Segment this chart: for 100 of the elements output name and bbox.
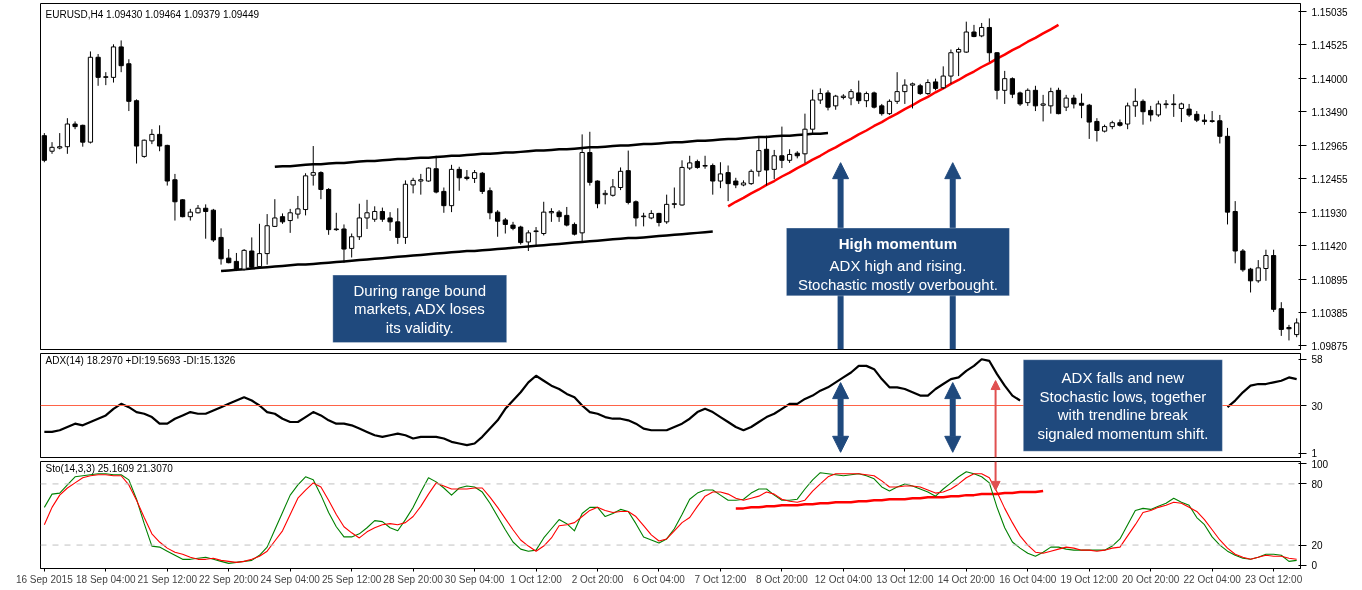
candlestick — [1002, 70, 1008, 105]
text: EURUSD,H4 1.09430 1.09464 1.09379 1.09449 — [45, 8, 260, 20]
y-tick-label: 1.14525 — [1311, 39, 1349, 51]
candlestick — [1086, 103, 1092, 140]
y-tick-label: 1 — [1311, 448, 1318, 460]
candlestick — [487, 187, 493, 220]
candlestick — [479, 171, 485, 195]
candlestick — [295, 195, 301, 220]
candlestick — [825, 89, 831, 111]
candlestick — [610, 178, 616, 198]
candlestick — [333, 212, 339, 232]
candlestick — [717, 161, 724, 189]
candlestick — [410, 177, 416, 194]
candlestick — [971, 24, 977, 38]
x-tick-label: 19 Oct 12:00 — [1060, 573, 1119, 585]
candlestick — [1040, 94, 1046, 122]
candlestick — [1009, 76, 1015, 99]
candlestick — [441, 187, 447, 214]
x-tick-label: 24 Sep 04:00 — [260, 573, 321, 585]
candlestick — [702, 155, 708, 170]
x-tick-label: 18 Sep 04:00 — [76, 573, 136, 585]
line-series — [734, 489, 1045, 510]
candlestick — [556, 209, 562, 223]
y-tick-label: 100 — [1311, 458, 1329, 470]
x-tick-label: 23 Oct 12:00 — [1244, 573, 1303, 585]
x-tick-label: 28 Sep 20:00 — [383, 573, 444, 585]
x-tick-label: 8 Oct 20:00 — [756, 573, 809, 585]
candlestick — [594, 179, 601, 209]
candlestick — [1078, 93, 1085, 119]
x-tick-label: 21 Sep 12:00 — [137, 573, 198, 585]
candlestick — [1125, 102, 1131, 130]
chart-title: Sto(14,3,3) 25.1609 21.3070 — [45, 463, 174, 475]
candlestick — [848, 88, 854, 106]
candlestick — [894, 71, 900, 105]
candlestick — [541, 201, 547, 236]
candlestick — [1240, 248, 1246, 273]
candlestick — [49, 141, 55, 155]
candlestick — [118, 39, 124, 73]
x-tick-label: 1 Oct 12:00 — [510, 573, 563, 585]
x-tick-label: 2 Oct 20:00 — [571, 573, 624, 585]
x-tick-label: 20 Oct 20:00 — [1122, 573, 1180, 585]
candlestick — [963, 21, 969, 54]
candlestick — [909, 82, 916, 109]
annotation: During range bound markets, ADX loses its validity. — [353, 281, 487, 337]
candlestick — [456, 166, 462, 192]
y-tick-label: 1.13490 — [1311, 106, 1349, 118]
candlestick — [364, 199, 370, 230]
y-tick-label: 1.14000 — [1311, 73, 1349, 85]
y-tick-label: 1.15035 — [1311, 6, 1349, 18]
candlestick — [956, 47, 962, 77]
y-tick-label: 1.12455 — [1311, 173, 1349, 185]
x-tick-label: 22 Sep 20:00 — [198, 573, 259, 585]
candlestick — [1263, 249, 1269, 282]
candlestick — [356, 203, 362, 241]
candlestick — [1032, 85, 1039, 112]
y-tick-label: 1.11420 — [1311, 240, 1348, 252]
annotation: High momentum — [838, 235, 958, 253]
candlestick — [349, 233, 355, 258]
candlestick — [671, 187, 677, 209]
candlestick — [1140, 98, 1146, 126]
candlestick — [1217, 114, 1223, 144]
candlestick — [64, 117, 70, 155]
candlestick — [1209, 110, 1215, 124]
x-tick-label: 7 Oct 12:00 — [694, 573, 747, 585]
x-tick-label: 25 Sep 12:00 — [321, 573, 382, 585]
candlestick — [495, 209, 501, 238]
candlestick — [95, 53, 101, 87]
candlestick — [464, 169, 470, 181]
candlestick — [633, 199, 639, 227]
candlestick — [1117, 118, 1123, 128]
candlestick — [149, 128, 155, 145]
line-series — [726, 23, 1060, 208]
candlestick — [249, 236, 255, 270]
candlestick — [1094, 117, 1100, 143]
candlestick — [287, 208, 293, 234]
candlestick — [856, 80, 862, 105]
candlestick — [1171, 93, 1177, 118]
candlestick — [948, 49, 954, 85]
chart-title: ADX(14) 18.2970 +DI:19.5693 -DI:15.1326 — [45, 355, 236, 367]
y-tick-label: 1.09875 — [1311, 340, 1349, 352]
x-tick-label: 6 Oct 04:00 — [633, 573, 686, 585]
candlestick — [1255, 259, 1261, 284]
annotation: ADX high and rising. Stochastic mostly overbought. — [797, 257, 998, 293]
x-tick-label: 14 Oct 20:00 — [937, 573, 996, 585]
candlestick — [1247, 267, 1254, 293]
candlestick — [771, 149, 777, 180]
candlestick — [318, 170, 324, 200]
x-tick-label: 22 Oct 04:00 — [1183, 573, 1242, 585]
candlestick — [725, 164, 731, 202]
candlestick — [395, 207, 401, 245]
candlestick — [664, 194, 670, 225]
candlestick — [710, 163, 716, 196]
candlestick — [1048, 87, 1054, 115]
y-tick-label: 30 — [1311, 400, 1324, 412]
candlestick — [156, 124, 163, 152]
y-tick-label: 1.10895 — [1311, 274, 1349, 286]
candlestick — [902, 78, 908, 105]
y-tick-label: 80 — [1311, 478, 1324, 490]
x-tick-label: 16 Sep 2015 — [15, 573, 74, 585]
y-tick-label: 1.12965 — [1311, 140, 1349, 152]
